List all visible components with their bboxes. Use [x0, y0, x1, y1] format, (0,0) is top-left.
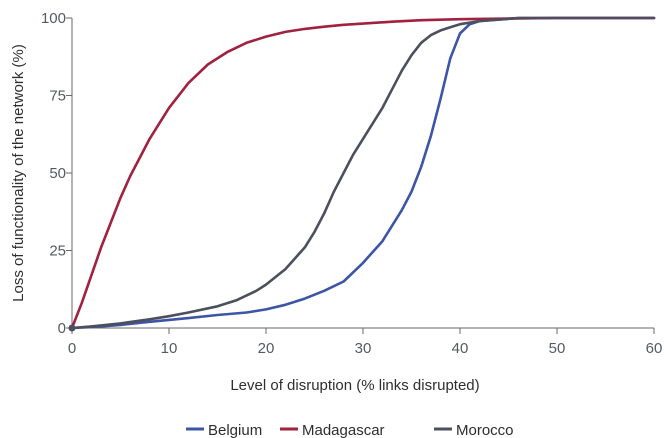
legend-label: Morocco — [456, 422, 514, 438]
legend-item-madagascar: Madagascar — [280, 422, 385, 438]
x-tick-label: 30 — [355, 340, 372, 357]
y-tick-label: 25 — [49, 243, 66, 260]
y-tick-label: 0 — [58, 320, 66, 337]
series-line-belgium — [70, 16, 656, 330]
series-layer — [68, 16, 656, 332]
series-line-morocco — [70, 16, 656, 330]
x-tick-label: 0 — [68, 340, 76, 357]
x-tick-label: 10 — [161, 340, 178, 357]
x-tick-label: 40 — [452, 340, 469, 357]
legend-label: Belgium — [208, 422, 262, 438]
x-axis-title: Level of disruption (% links disrupted) — [230, 377, 479, 394]
x-tick-label: 60 — [646, 340, 663, 357]
legend: Belgium Madagascar Morocco — [186, 422, 514, 438]
y-tick-label: 75 — [49, 88, 66, 105]
legend-item-belgium: Belgium — [186, 422, 262, 438]
y-tick-label: 50 — [49, 165, 66, 182]
origin-point — [68, 324, 76, 332]
x-axis-ticks: 0 10 20 30 40 50 60 — [68, 328, 663, 357]
y-axis-ticks: 0 25 50 75 100 — [41, 10, 72, 337]
x-tick-label: 20 — [258, 340, 275, 357]
series-line-madagascar — [70, 16, 656, 330]
legend-label: Madagascar — [302, 422, 385, 438]
legend-item-morocco: Morocco — [434, 422, 514, 438]
axes — [71, 18, 654, 329]
x-tick-label: 50 — [549, 340, 566, 357]
y-axis-title: Loss of functionality of the network (%) — [10, 44, 27, 302]
y-tick-label: 100 — [41, 10, 66, 27]
